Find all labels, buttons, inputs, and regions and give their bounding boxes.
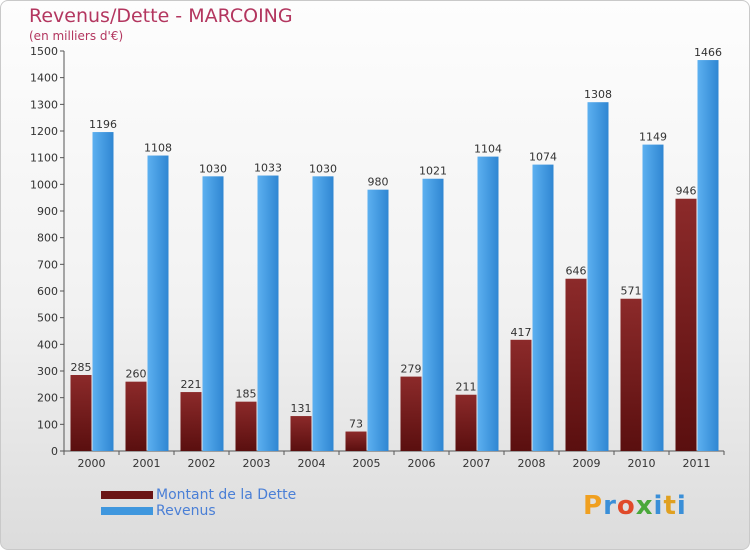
proxiti-logo: Proxiti xyxy=(583,491,687,521)
logo-letter: r xyxy=(603,491,617,521)
debt-bar xyxy=(290,416,312,451)
y-tick-label: 1200 xyxy=(30,125,58,138)
x-tick-label: 2005 xyxy=(353,457,381,470)
debt-bar xyxy=(125,381,147,451)
x-tick-label: 2000 xyxy=(78,457,106,470)
revenue-bar xyxy=(92,132,114,452)
debt-value-label: 646 xyxy=(566,265,587,278)
y-tick-label: 200 xyxy=(37,392,58,405)
revenue-bar xyxy=(422,178,444,451)
revenue-value-label: 980 xyxy=(368,176,389,189)
x-tick-label: 2010 xyxy=(628,457,656,470)
debt-bar xyxy=(70,375,92,451)
revenue-bar xyxy=(587,102,609,451)
debt-bar xyxy=(675,198,697,451)
y-tick-label: 1400 xyxy=(30,72,58,85)
revenue-bar xyxy=(312,176,334,452)
debt-bar xyxy=(345,431,367,451)
revenue-bar xyxy=(147,155,169,452)
chart-title: Revenus/Dette - MARCOING xyxy=(29,5,293,27)
y-tick-label: 700 xyxy=(37,258,58,271)
y-tick-label: 800 xyxy=(37,232,58,245)
debt-bar xyxy=(510,339,532,451)
logo-letter: x xyxy=(635,491,654,521)
x-tick-label: 2002 xyxy=(188,457,216,470)
revenue-value-label: 1030 xyxy=(309,162,337,175)
x-tick-label: 2006 xyxy=(408,457,436,470)
debt-bar xyxy=(620,298,642,451)
debt-value-label: 417 xyxy=(511,326,532,339)
x-tick-label: 2004 xyxy=(298,457,326,470)
revenue-value-label: 1308 xyxy=(584,88,612,101)
logo-letter: P xyxy=(583,491,604,521)
y-tick-label: 100 xyxy=(37,418,58,431)
debt-bar xyxy=(180,392,202,451)
y-tick-label: 500 xyxy=(37,312,58,325)
x-tick-label: 2001 xyxy=(133,457,161,470)
logo-letter: o xyxy=(616,491,636,521)
debt-value-label: 131 xyxy=(291,402,312,415)
revenue-value-label: 1033 xyxy=(254,162,282,175)
x-tick-label: 2011 xyxy=(683,457,711,470)
debt-value-label: 260 xyxy=(126,368,147,381)
revenue-bar xyxy=(257,175,279,452)
y-tick-label: 1500 xyxy=(30,45,58,58)
revenue-value-label: 1108 xyxy=(144,142,172,155)
revenue-value-label: 1104 xyxy=(474,143,502,156)
y-tick-label: 1300 xyxy=(30,98,58,111)
revenue-bar xyxy=(532,164,554,451)
y-tick-label: 1000 xyxy=(30,178,58,191)
debt-value-label: 211 xyxy=(456,381,477,394)
revenue-bar xyxy=(697,60,719,452)
y-tick-label: 0 xyxy=(51,445,58,458)
y-tick-label: 300 xyxy=(37,365,58,378)
revenue-value-label: 1466 xyxy=(694,46,722,59)
debt-value-label: 221 xyxy=(181,378,202,391)
debt-value-label: 279 xyxy=(401,363,422,376)
chart-subtitle: (en milliers d'€) xyxy=(29,29,124,43)
debt-bar xyxy=(565,278,587,451)
debt-value-label: 946 xyxy=(676,185,697,198)
logo-letter: i xyxy=(653,491,664,521)
y-tick-label: 600 xyxy=(37,285,58,298)
legend-label-revenue: Revenus xyxy=(156,503,216,519)
legend-swatch-debt xyxy=(101,491,153,499)
legend-label-debt: Montant de la Dette xyxy=(156,487,297,503)
debt-value-label: 73 xyxy=(349,418,363,431)
logo-letter: i xyxy=(676,491,687,521)
legend-swatch-revenue xyxy=(101,507,153,515)
revenue-value-label: 1030 xyxy=(199,162,227,175)
debt-value-label: 285 xyxy=(71,361,92,374)
logo-letter: t xyxy=(663,491,677,521)
revenue-bar xyxy=(202,176,224,452)
debt-bar xyxy=(235,401,257,451)
x-tick-label: 2007 xyxy=(463,457,491,470)
revenue-bar xyxy=(642,144,664,451)
y-tick-label: 900 xyxy=(37,205,58,218)
debt-value-label: 185 xyxy=(236,388,257,401)
revenue-value-label: 1196 xyxy=(89,118,117,131)
debt-bar xyxy=(455,394,477,451)
x-tick-label: 2003 xyxy=(243,457,271,470)
y-tick-label: 1100 xyxy=(30,152,58,165)
x-tick-label: 2008 xyxy=(518,457,546,470)
revenue-value-label: 1149 xyxy=(639,131,667,144)
debt-bar xyxy=(400,376,422,451)
revenue-bar xyxy=(367,189,389,451)
y-tick-label: 400 xyxy=(37,338,58,351)
debt-value-label: 571 xyxy=(621,285,642,298)
revenue-value-label: 1074 xyxy=(529,151,557,164)
revenue-bar xyxy=(477,156,499,451)
revenue-value-label: 1021 xyxy=(419,165,447,178)
x-tick-label: 2009 xyxy=(573,457,601,470)
